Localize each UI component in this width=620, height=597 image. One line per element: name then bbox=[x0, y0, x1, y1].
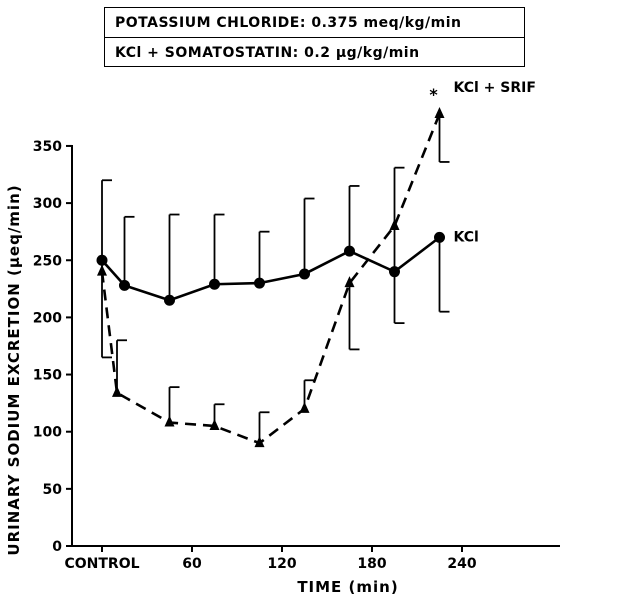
y-tick-label: 300 bbox=[33, 196, 62, 212]
significance-asterisk: * bbox=[429, 85, 438, 104]
legend-value-kcl: 0.375 meq/kg/min bbox=[311, 15, 462, 31]
data-point-kcl-srif bbox=[112, 385, 122, 397]
y-tick-label: 150 bbox=[33, 368, 62, 384]
x-tick-label: 120 bbox=[267, 556, 296, 572]
data-point-kcl bbox=[299, 268, 310, 280]
data-point-kcl-srif bbox=[97, 264, 107, 276]
data-point-kcl bbox=[254, 277, 265, 289]
chart-axes: 0 50 100 150 200 250 300 350 CONTROL 60 120 180 240 bbox=[33, 139, 560, 572]
x-tick-label: CONTROL bbox=[64, 556, 139, 572]
data-point-kcl bbox=[119, 279, 130, 291]
data-point-kcl-srif bbox=[434, 106, 445, 118]
data-point-kcl bbox=[389, 266, 400, 278]
y-tick-label: 50 bbox=[43, 482, 63, 498]
legend-label-srif: KCl + SOMATOSTATIN: bbox=[115, 45, 299, 61]
x-axis-title: TIME (min) bbox=[297, 578, 398, 596]
x-tick-label: 60 bbox=[182, 556, 202, 572]
series-line-kcl-srif bbox=[100, 113, 441, 445]
legend-value-srif: 0.2 μg/kg/min bbox=[304, 45, 420, 61]
data-point-kcl-srif bbox=[344, 276, 355, 288]
data-point-kcl bbox=[434, 231, 445, 243]
y-axis-title: URINARY SODIUM EXCRETION (μeq/min) bbox=[5, 184, 23, 555]
legend-label-kcl: POTASSIUM CHLORIDE: bbox=[115, 15, 306, 31]
data-point-kcl bbox=[344, 245, 355, 257]
data-point-kcl-srif bbox=[209, 418, 220, 430]
y-tick-label: 350 bbox=[33, 139, 62, 155]
y-tick-label: 200 bbox=[33, 310, 62, 326]
data-point-kcl-srif bbox=[164, 415, 175, 427]
data-point-kcl-srif bbox=[299, 401, 310, 413]
x-tick-label: 180 bbox=[357, 556, 386, 572]
series-label-kcl: KCl bbox=[454, 229, 479, 245]
data-point-kcl bbox=[209, 278, 220, 290]
data-point-kcl-srif bbox=[389, 218, 400, 230]
data-point-kcl-srif bbox=[254, 436, 265, 448]
data-point-kcl bbox=[164, 294, 175, 306]
y-tick-label: 250 bbox=[33, 253, 62, 269]
series-label-kcl-srif: KCl + SRIF bbox=[454, 80, 536, 96]
series-line-kcl bbox=[101, 236, 441, 302]
x-tick-label: 240 bbox=[447, 556, 476, 572]
legend-row-potassium-chloride: POTASSIUM CHLORIDE: 0.375 meq/kg/min bbox=[104, 7, 525, 38]
y-tick-label: 100 bbox=[33, 425, 62, 441]
chart-marks: KCl KCl + SRIF * bbox=[96, 80, 536, 448]
data-point-kcl bbox=[96, 254, 108, 266]
y-tick-label: 0 bbox=[52, 539, 62, 555]
legend-row-kcl-somatostatin: KCl + SOMATOSTATIN: 0.2 μg/kg/min bbox=[104, 37, 525, 67]
